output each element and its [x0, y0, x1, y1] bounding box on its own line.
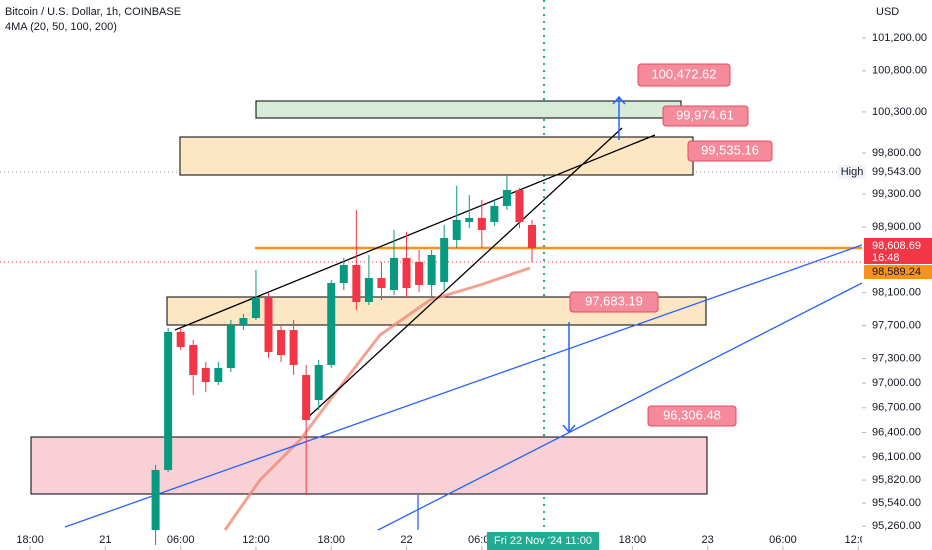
y-tick-label: 95,820.00 — [872, 474, 921, 486]
candle-body — [289, 330, 298, 365]
y-tick-label: 100,300.00 — [872, 106, 927, 118]
high-value: 99,543.00 — [872, 166, 921, 178]
candle-body — [164, 331, 173, 470]
channel-line — [377, 282, 863, 531]
y-tick-label: 98,100.00 — [872, 287, 921, 299]
y-tick-label: 98,900.00 — [872, 221, 921, 233]
arrow — [612, 95, 626, 140]
y-tick-label: 95,260.00 — [872, 520, 921, 532]
candle-body — [151, 469, 160, 531]
tag-text: 99,974.61 — [676, 107, 734, 122]
y-tick-label: 96,700.00 — [872, 402, 921, 414]
x-tick-label: 18:00 — [619, 534, 647, 546]
tag-text: 99,535.16 — [701, 142, 759, 157]
candle-body — [327, 283, 336, 365]
candle-body — [314, 364, 323, 401]
y-tick-label: 97,300.00 — [872, 352, 921, 364]
high-label: High — [841, 166, 864, 178]
tag-box — [687, 140, 773, 162]
candle-body — [277, 330, 286, 355]
zone — [179, 136, 694, 176]
candles: 18:00 21 06:00 12:00 18:00 22 06:00 18:00 23 06:0… — [16, 174, 872, 550]
y-tick-label: 101,200.00 — [872, 32, 927, 44]
candle-body — [251, 297, 260, 319]
channel-line — [64, 244, 863, 528]
last-price-box — [864, 238, 932, 264]
y-tick-label: 95,540.00 — [872, 497, 921, 509]
other-price: 98,589.24 — [872, 266, 921, 278]
candle-body — [226, 325, 235, 368]
candle-body — [440, 237, 449, 282]
x-tick-label: 22 — [400, 534, 412, 546]
last-price: 98,608.69 — [872, 240, 921, 252]
chart-title: Bitcoin / U.S. Dollar, 1h, COINBASE — [5, 6, 181, 18]
arrow — [562, 322, 576, 434]
tag-box — [637, 63, 731, 87]
zone — [30, 436, 708, 495]
candle-body — [339, 265, 348, 284]
candle-body — [502, 189, 511, 206]
other-price-box — [864, 265, 932, 279]
tag-text: 100,472.62 — [651, 66, 716, 81]
candle-body — [352, 265, 361, 302]
tag-box — [647, 405, 737, 427]
crosshair-label: Fri 22 Nov '24 11:00 — [494, 535, 592, 547]
crosshair-box — [487, 532, 599, 550]
y-tick-label: 99,800.00 — [872, 147, 921, 159]
candle-body — [452, 219, 461, 240]
candle-body — [427, 254, 436, 285]
candle-body — [477, 217, 486, 231]
x-tick-label: 12:00 — [242, 534, 270, 546]
candle-body — [402, 257, 411, 289]
candle-body — [214, 367, 223, 383]
tag-box — [569, 291, 659, 313]
high-box — [838, 165, 866, 179]
y-tick-label: 96,400.00 — [872, 426, 921, 438]
tag-box — [662, 105, 749, 127]
y-tick-label: 100,800.00 — [872, 65, 927, 77]
candle-body — [189, 344, 198, 375]
ma-line — [223, 266, 531, 531]
candle-body — [528, 224, 537, 249]
trend-line — [174, 134, 656, 331]
x-tick-label: 18:00 — [317, 534, 345, 546]
y-tick-label: 96,100.00 — [872, 451, 921, 463]
candle-body — [465, 217, 474, 222]
tag-text: 96,306.48 — [663, 407, 721, 422]
tag-text: 97,683.19 — [585, 293, 643, 308]
x-tick-label: 18:00 — [16, 534, 44, 546]
candle-body — [364, 277, 373, 302]
annotation-tags: 100,472.62 99,974.61 99,535.16 97,683.19… — [569, 63, 773, 427]
zone — [255, 100, 682, 119]
y-tick-label: 97,700.00 — [872, 319, 921, 331]
x-tick-label: 23 — [702, 534, 714, 546]
x-tick-label: 21 — [99, 534, 111, 546]
candle-body — [515, 189, 524, 222]
countdown: 16:48 — [872, 252, 900, 264]
candle-body — [201, 367, 210, 383]
candle-body — [176, 331, 185, 347]
x-tick-label: 06:00 — [769, 534, 797, 546]
candle-body — [415, 261, 424, 285]
candle-body — [389, 257, 398, 290]
candle-body — [377, 277, 386, 289]
x-tick-label: 06:00 — [167, 534, 195, 546]
indicator-label: 4MA (20, 50, 100, 200) — [5, 21, 117, 33]
currency: USD — [876, 6, 899, 18]
candle-body — [302, 374, 311, 420]
candle-body — [264, 297, 273, 352]
candle-body — [239, 318, 248, 326]
candle-body — [490, 205, 499, 222]
y-tick-label: 97,000.00 — [872, 377, 921, 389]
trend-line — [304, 127, 623, 421]
y-tick-label: 99,300.00 — [872, 188, 921, 200]
